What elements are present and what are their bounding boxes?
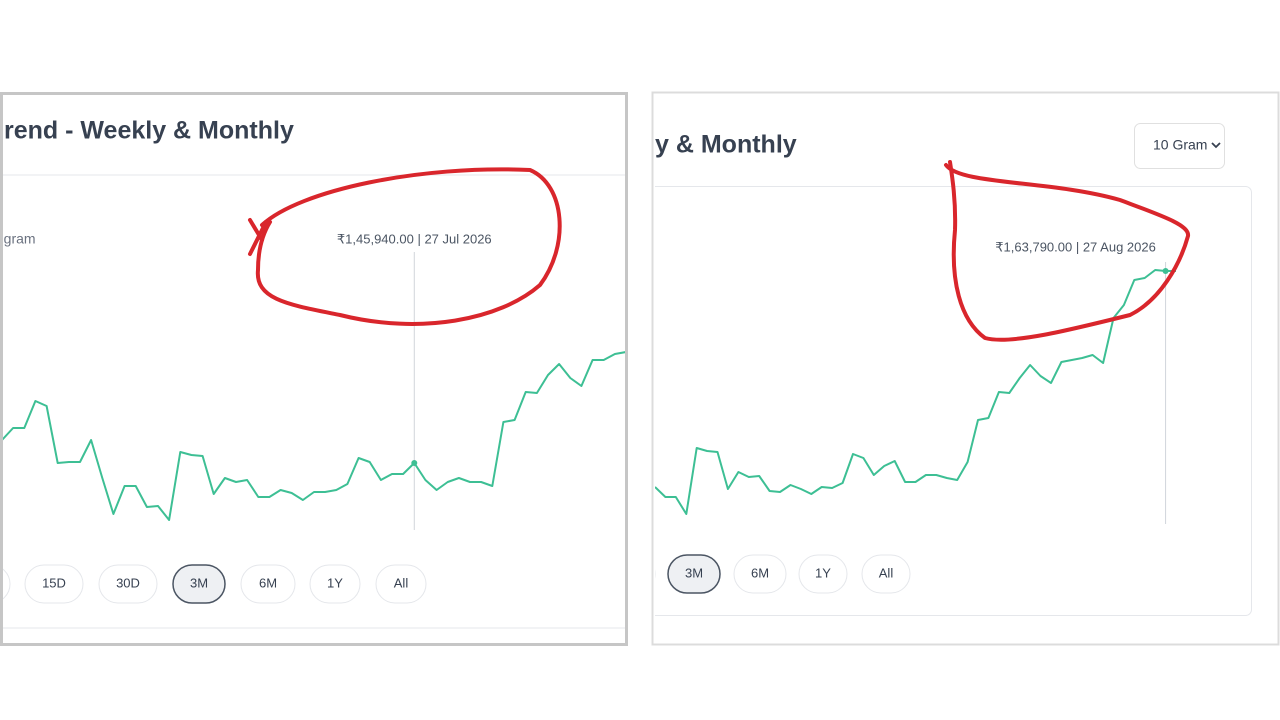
annotations	[248, 160, 1190, 342]
range-button-label: 15D	[42, 575, 66, 590]
left-panel: rend - Weekly & Monthly 0 gram ₹1,45,940…	[0, 117, 625, 629]
unit-label: 0 gram	[0, 231, 36, 247]
red-circle-annotation	[944, 160, 1190, 342]
range-button[interactable]	[24, 564, 84, 604]
red-circle-annotation	[255, 167, 562, 326]
chevron-icon	[1211, 142, 1221, 149]
dropdown-label: 10 Gram	[1153, 137, 1207, 153]
range-button[interactable]	[240, 564, 296, 604]
range-button[interactable]	[375, 564, 427, 604]
range-button-label: 1Y	[327, 575, 343, 590]
range-button[interactable]	[98, 564, 158, 604]
tooltip-text: ₹1,45,940.00 | 27 Jul 2026	[337, 231, 492, 246]
range-button[interactable]	[309, 564, 361, 604]
panel-border	[0, 92, 628, 646]
price-line	[3, 351, 625, 521]
hover-point	[411, 460, 418, 466]
panel-title: rend - Weekly & Monthly	[4, 117, 294, 145]
range-button[interactable]	[861, 554, 911, 594]
panel-border	[651, 91, 1280, 646]
range-button-label: 3M	[190, 575, 208, 590]
range-button-label: All	[394, 575, 409, 590]
range-button-label: 6M	[751, 565, 769, 580]
range-button-label: 1Y	[815, 565, 831, 580]
range-button[interactable]	[733, 554, 787, 594]
range-button[interactable]	[798, 554, 848, 594]
panel-title: y & Monthly	[655, 131, 797, 159]
hover-point	[1162, 268, 1169, 274]
price-line	[655, 269, 1176, 515]
range-button-label: 30D	[116, 575, 140, 590]
unit-dropdown[interactable]	[1134, 123, 1225, 169]
red-tick-annotation	[248, 218, 268, 256]
range-button-label: 6M	[259, 575, 277, 590]
range-button-label: 3M	[685, 565, 703, 580]
range-button[interactable]	[172, 564, 226, 604]
range-button[interactable]	[667, 554, 721, 594]
range-button[interactable]	[0, 565, 11, 603]
range-button-label: All	[879, 565, 894, 580]
chart-card	[655, 186, 1252, 616]
tooltip-text: ₹1,63,790.00 | 27 Aug 2026	[995, 239, 1156, 254]
right-panel: y & Monthly 10 Gram ₹1,63,790.00 | 27 Au…	[655, 123, 1252, 616]
